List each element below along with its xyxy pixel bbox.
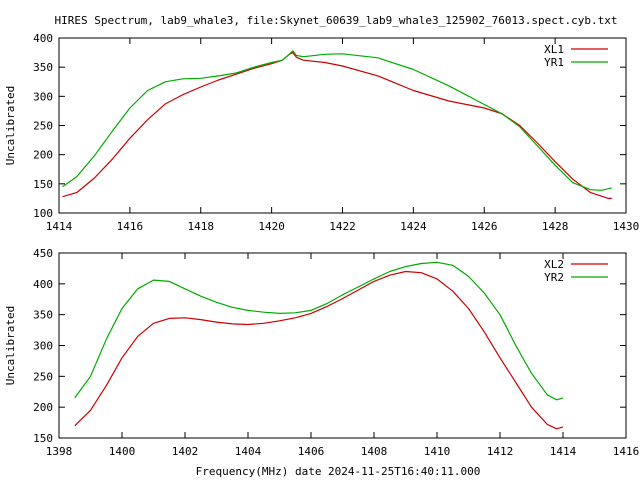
legend-label-xl2: XL2 <box>544 258 564 271</box>
x-axis-label: Frequency(MHz) date 2024-11-25T16:40:11.… <box>196 465 481 478</box>
series-line-xl2 <box>74 270 564 430</box>
y-axis-label: Uncalibrated <box>4 306 17 385</box>
y-tick-label: 100 <box>33 207 53 220</box>
y-tick-label: 400 <box>33 278 53 291</box>
x-tick-label: 1406 <box>298 445 325 458</box>
x-tick-label: 1398 <box>46 445 73 458</box>
y-tick-label: 300 <box>33 340 53 353</box>
x-tick-label: 1416 <box>613 445 640 458</box>
x-tick-label: 1408 <box>361 445 388 458</box>
x-tick-label: 1414 <box>550 445 577 458</box>
x-tick-label: 1404 <box>235 445 262 458</box>
y-tick-label: 200 <box>33 401 53 414</box>
y-tick-label: 350 <box>33 309 53 322</box>
y-tick-label: 450 <box>33 247 53 260</box>
legend-label-xl1: XL1 <box>544 43 564 56</box>
y-tick-label: 400 <box>33 32 53 45</box>
legend-label-yr1: YR1 <box>544 56 564 69</box>
x-tick-label: 1420 <box>258 220 285 233</box>
x-tick-label: 1402 <box>172 445 199 458</box>
plot-panel-2: 1398 1400 1402 1404 1406 1408 1410 1412 1414 1416… <box>4 247 639 458</box>
y-axis-label: Uncalibrated <box>4 86 17 165</box>
x-tick-label: 1424 <box>400 220 427 233</box>
x-tick-label: 1412 <box>487 445 514 458</box>
x-tick-label: 1422 <box>329 220 356 233</box>
y-tick-label: 300 <box>33 90 53 103</box>
series-line-xl1 <box>62 51 612 199</box>
y-tick-label: 350 <box>33 61 53 74</box>
x-tick-label: 1416 <box>117 220 144 233</box>
plot-panels: 1414 1416 1418 1420 1422 1424 1426 1428 14301001… <box>4 32 639 458</box>
x-tick-label: 1428 <box>542 220 569 233</box>
y-tick-label: 150 <box>33 178 53 191</box>
legend-label-yr2: YR2 <box>544 271 564 284</box>
x-tick-label: 1400 <box>109 445 136 458</box>
y-tick-label: 150 <box>33 432 53 445</box>
y-tick-label: 250 <box>33 370 53 383</box>
y-tick-label: 200 <box>33 149 53 162</box>
x-tick-label: 1430 <box>613 220 640 233</box>
y-tick-label: 250 <box>33 120 53 133</box>
plot-panel-1: 1414 1416 1418 1420 1422 1424 1426 1428 1430 100 1… <box>4 32 639 233</box>
x-tick-label: 1410 <box>424 445 451 458</box>
series-line-yr2 <box>74 261 564 401</box>
figure-title: HIRES Spectrum, lab9_whale3, file:Skynet… <box>55 14 618 27</box>
series-line-yr1 <box>62 50 612 191</box>
x-tick-label: 1426 <box>471 220 498 233</box>
x-tick-label: 1414 <box>46 220 73 233</box>
x-tick-label: 1418 <box>188 220 215 233</box>
